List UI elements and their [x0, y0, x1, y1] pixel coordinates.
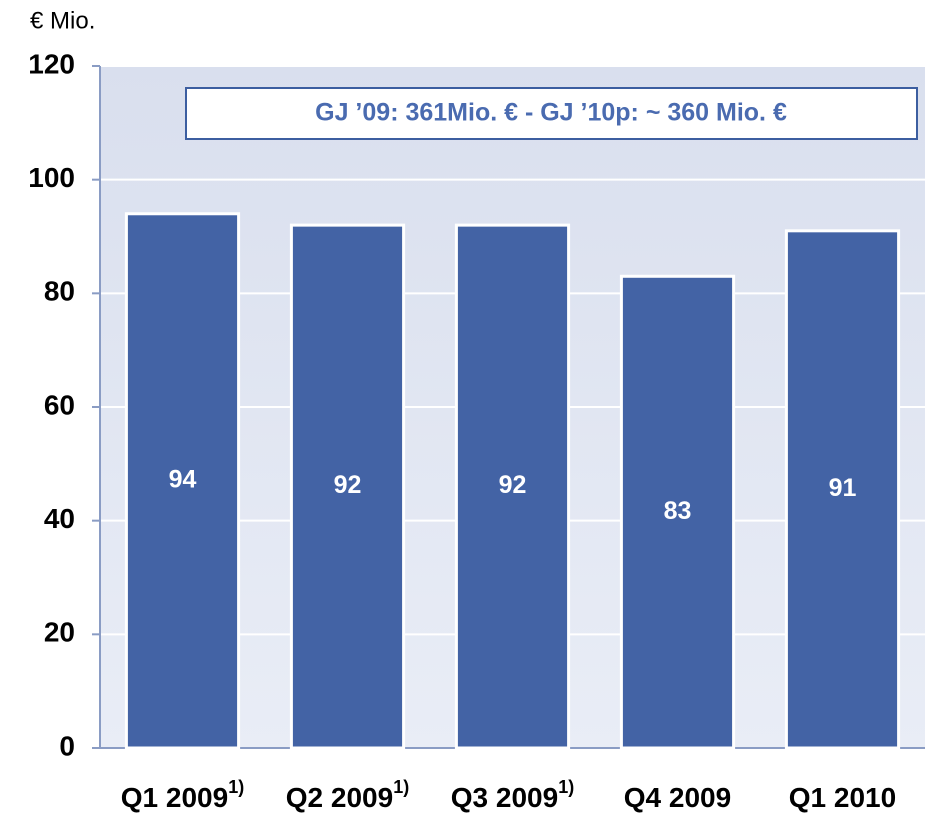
x-tick-label: Q2 20091) — [286, 777, 409, 814]
bar — [289, 223, 406, 750]
x-tick-label: Q3 20091) — [451, 777, 574, 814]
y-tick-label: 0 — [59, 730, 75, 761]
category-note: 1) — [228, 777, 244, 797]
y-tick-label: 40 — [44, 503, 75, 534]
value-label: 91 — [829, 474, 857, 502]
value-label: 83 — [664, 497, 692, 525]
bar — [619, 274, 736, 750]
y-tick-label: 80 — [44, 276, 75, 307]
bar — [124, 212, 241, 750]
y-tick-label: 20 — [44, 617, 75, 648]
category-note: 1) — [393, 777, 409, 797]
x-tick-label: Q4 2009 — [624, 782, 731, 813]
value-label: 94 — [169, 465, 197, 493]
category-name: Q1 2010 — [789, 782, 896, 813]
y-tick-label: 120 — [28, 48, 75, 79]
bar — [784, 229, 901, 750]
category-name: Q4 2009 — [624, 782, 731, 813]
x-tick-label: Q1 20091) — [121, 777, 244, 814]
bar — [454, 223, 571, 750]
category-name: Q1 2009 — [121, 782, 228, 813]
value-label: 92 — [499, 471, 527, 499]
category-name: Q3 2009 — [451, 782, 558, 813]
annotation-box — [185, 87, 918, 140]
x-tick-label: Q1 2010 — [789, 782, 896, 813]
y-tick-label: 60 — [44, 389, 75, 420]
y-tick-label: 100 — [28, 162, 75, 193]
annotation: GJ ’09: 361Mio. € - GJ ’10p: ~ 360 Mio. … — [315, 99, 787, 127]
value-label: 92 — [334, 471, 362, 499]
category-name: Q2 2009 — [286, 782, 393, 813]
category-note: 1) — [558, 777, 574, 797]
y-axis-label: € Mio. — [30, 7, 95, 34]
